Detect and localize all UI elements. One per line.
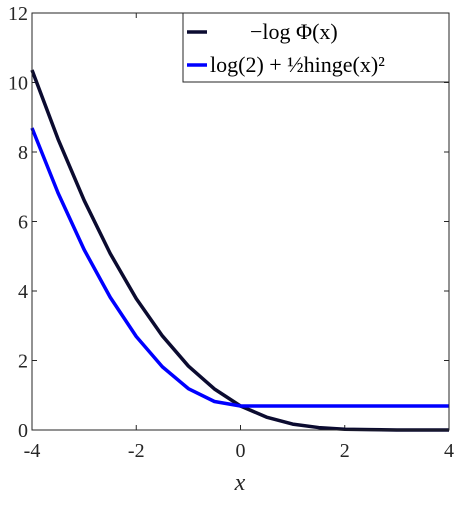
y-tick-label: 10 (8, 73, 28, 95)
legend-box (182, 12, 450, 83)
series-line (30, 69, 449, 432)
x-axis-label: x (234, 470, 246, 496)
series-line (30, 127, 449, 408)
x-tick-label: -4 (24, 440, 41, 462)
y-tick-label: 8 (18, 142, 28, 164)
x-tick-label: 0 (236, 440, 246, 462)
y-tick-label: 2 (18, 351, 28, 373)
y-tick-label: 6 (18, 212, 28, 234)
x-tick-label: -2 (128, 440, 145, 462)
x-tick-label: 4 (444, 440, 454, 462)
y-tick-label: 12 (8, 3, 28, 25)
x-tick-label: 2 (340, 440, 350, 462)
y-tick-label: 4 (18, 281, 28, 303)
legend-text: log(2) + ½hinge(x)² (210, 52, 385, 77)
legend-text: −log Φ(x) (250, 19, 338, 44)
y-tick-label: 0 (18, 420, 28, 442)
